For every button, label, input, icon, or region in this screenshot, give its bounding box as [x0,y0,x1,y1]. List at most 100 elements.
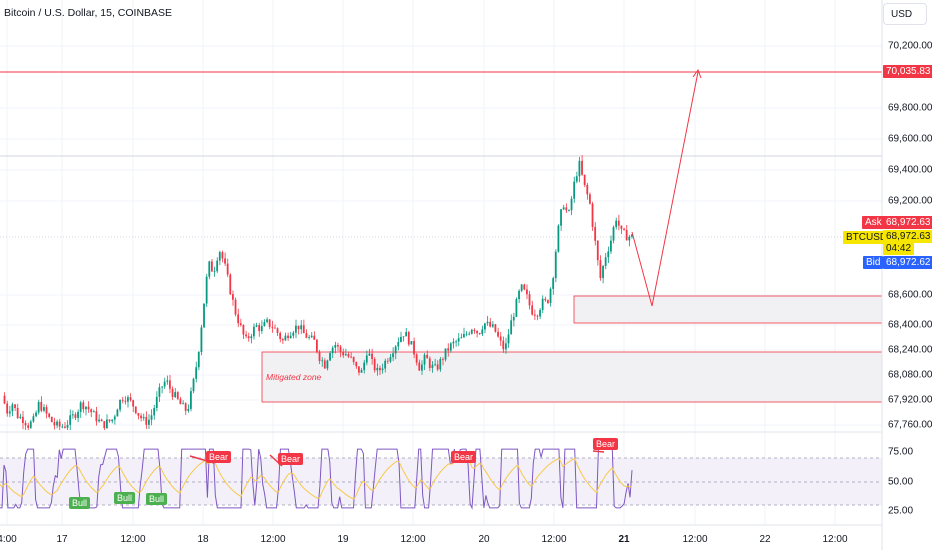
candle-body [87,406,90,410]
candle-body [237,314,240,324]
candle-body [197,352,200,368]
candle-body [594,226,597,241]
candle-body [431,364,434,368]
ask-label: Ask [862,216,885,229]
candle-body [520,284,523,291]
bear-divergence-label: Bear [206,451,232,463]
candle-body [274,327,276,329]
candle-body [200,327,203,353]
candle-body [24,423,27,426]
time-label: 19 [337,534,349,545]
candle-body [179,398,182,405]
candle-body [11,404,14,412]
candle-body [211,261,213,272]
candle-body [523,284,526,290]
candle-body [171,388,174,398]
candle-body [108,419,111,422]
candle-body [64,426,66,428]
price-label: 67,920.00 [888,394,932,406]
candle-body [426,354,429,359]
candle-body [476,330,478,334]
candle-body [581,160,583,175]
candle-body [140,415,142,419]
price-label: 70,200.00 [888,40,932,52]
candle-body [607,251,610,258]
candle-body [132,400,135,407]
candle-body [602,265,604,279]
currency-button[interactable]: USD [883,3,927,25]
candle-body [127,397,129,402]
candle-body [121,399,124,401]
candle-body [29,421,32,428]
candle-body [45,407,48,414]
price-label: 68,600.00 [888,289,932,301]
candle-body [22,416,24,424]
candle-body [190,391,192,409]
candle-body [512,316,515,321]
candle-body [531,305,534,315]
bear-divergence-label: Bear [593,438,619,450]
candle-body [560,209,562,226]
candle-body [103,421,106,429]
candle-body [16,407,19,419]
price-label: 69,200.00 [888,195,932,207]
candle-body [363,362,366,371]
candle-body [628,236,631,241]
candle-body [271,326,274,328]
rsi-divergence-3 [592,450,605,453]
price-label: 67,760.00 [888,419,932,431]
candle-body [124,400,127,402]
candle-body [371,353,373,359]
candle-body [297,325,300,330]
candle-body [163,381,166,387]
candle-body [308,337,310,338]
candle-body [410,341,413,345]
candle-body [229,274,232,295]
candle-body [360,370,363,373]
bull-divergence-label: Bull [146,493,168,505]
candle-body [305,333,308,338]
candle-body [35,412,37,417]
candle-body [591,203,594,227]
candle-body [56,421,58,426]
demand-zone [573,295,883,324]
candle-body [449,343,452,351]
candle-body [85,406,87,410]
candle-body [376,367,379,371]
candle-body [499,336,502,341]
candle-body [384,360,387,369]
time-label: 12:00 [120,534,146,545]
candle-body [386,360,389,362]
candle-body [245,334,247,337]
candle-body [287,335,289,339]
candle-body [515,299,518,317]
candle-body [554,251,557,279]
candle-body [3,395,6,404]
candle-body [631,234,633,237]
candle-body [570,198,573,211]
candle-body [242,325,245,335]
candle-body [226,263,229,275]
candle-body [589,194,591,204]
candle-body [27,425,30,428]
candle-body [518,290,520,300]
candle-body [313,335,316,340]
candle-body [6,403,9,414]
candle-body [617,220,620,226]
candle-body [169,380,171,389]
price-label: 68,400.00 [888,319,932,331]
candle-body [268,319,271,327]
candle-body [150,415,153,420]
candle-body [14,404,16,408]
candle-body [255,325,258,327]
candle-body [61,426,64,428]
candle-body [329,353,331,361]
candle-body [402,336,405,338]
candle-body [368,353,371,356]
candle-body [58,421,61,427]
candle-body [623,228,625,230]
candle-body [549,288,552,303]
candle-body [216,260,219,272]
candle-body [158,387,161,397]
